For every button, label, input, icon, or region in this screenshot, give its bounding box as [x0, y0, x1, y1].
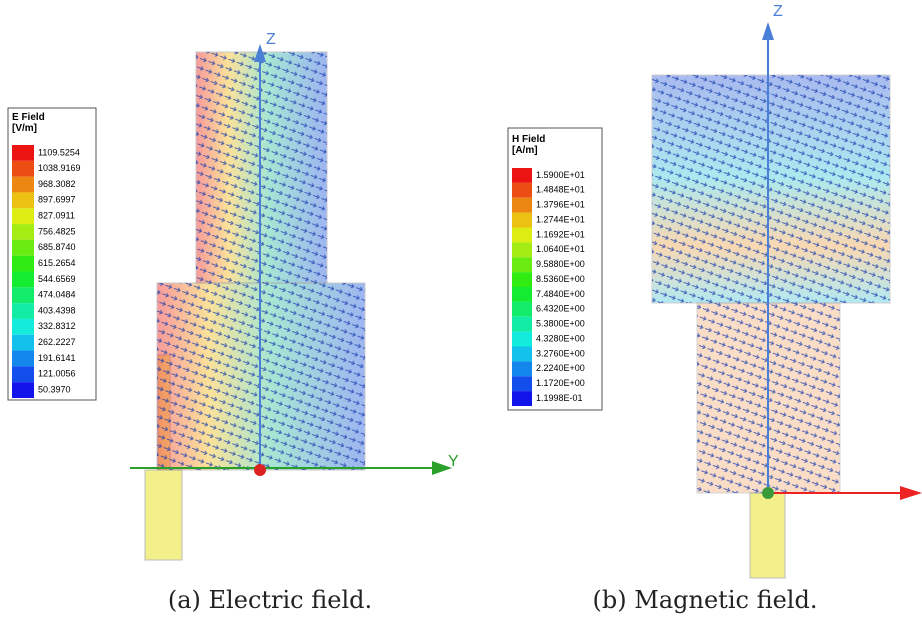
legend-value: 6.4320E+00 — [536, 304, 585, 314]
legend-value: 3.2760E+00 — [536, 348, 585, 358]
legend-value: 332.8312 — [38, 321, 76, 331]
legend-swatch — [12, 192, 34, 209]
legend-value: 544.6569 — [38, 274, 76, 284]
legend-value: 968.3082 — [38, 179, 76, 189]
panel-a-field — [130, 44, 452, 561]
legend-title: E Field — [12, 112, 45, 123]
legend-value: 8.5360E+00 — [536, 274, 585, 284]
legend-swatch — [12, 224, 34, 240]
legend-value: 1.1692E+01 — [536, 229, 585, 239]
legend-value: 1.1998E-01 — [536, 393, 583, 403]
legend-value: 756.4825 — [38, 226, 76, 236]
legend-value: 1.0640E+01 — [536, 244, 585, 254]
axis-label: Y — [448, 453, 459, 470]
legend-swatch — [512, 197, 532, 213]
legend-swatch — [512, 301, 532, 317]
legend-title: H Field — [512, 134, 545, 145]
legend-value: 121.0056 — [38, 369, 76, 379]
legend-value: 7.4840E+00 — [536, 289, 585, 299]
legend-swatch — [12, 255, 34, 272]
legend-swatch — [512, 257, 532, 273]
axis-label: Z — [266, 31, 276, 48]
legend-unit: [V/m] — [12, 123, 37, 134]
legend-value: 403.4398 — [38, 305, 76, 315]
caption: (b) Magnetic field. — [593, 586, 818, 614]
legend-value: 1038.9169 — [38, 163, 81, 173]
legend-swatch — [12, 287, 34, 304]
legend-value: 1109.5254 — [38, 147, 80, 157]
axis-label: Z — [773, 3, 783, 20]
legend-value: 4.3280E+00 — [536, 333, 585, 343]
legend-swatch — [12, 334, 34, 351]
legend-swatch — [512, 168, 532, 183]
legend-value: 615.2654 — [38, 258, 76, 268]
legend-swatch — [512, 227, 532, 243]
legend-swatch — [512, 391, 532, 406]
legend-swatch — [512, 212, 532, 228]
legend-value: 5.3800E+00 — [536, 319, 585, 329]
legend-swatch — [12, 350, 34, 367]
legend-value: 9.5880E+00 — [536, 259, 585, 269]
legend-swatch — [12, 239, 34, 256]
legend-swatch — [512, 376, 532, 392]
legend-swatch — [512, 272, 532, 287]
legend-value: 1.4848E+01 — [536, 185, 585, 195]
legend-value: 897.6997 — [38, 195, 76, 205]
legend-swatch — [512, 242, 532, 258]
legend-swatch — [12, 160, 34, 177]
legend-value: 474.0484 — [38, 290, 76, 300]
legend-value: 2.2240E+00 — [536, 363, 585, 373]
legend-swatch — [12, 382, 34, 398]
legend-value: 50.3970 — [38, 384, 71, 394]
legend-value: 1.1720E+00 — [536, 378, 585, 388]
legend-swatch — [512, 346, 532, 362]
legend-swatch — [512, 287, 532, 302]
legend-value: 262.2227 — [38, 337, 76, 347]
legend-value: 827.0911 — [38, 211, 75, 221]
legend-unit: [A/m] — [512, 145, 538, 156]
legend-swatch — [12, 318, 34, 335]
legend-swatch — [12, 145, 34, 161]
legend-swatch — [12, 176, 34, 193]
legend-swatch — [12, 366, 34, 383]
legend-swatch — [12, 208, 34, 225]
legend-swatch — [12, 303, 34, 319]
legend-swatch — [512, 316, 532, 332]
legend-swatch — [512, 361, 532, 377]
legend-swatch — [12, 271, 34, 288]
legend-value: 1.5900E+01 — [536, 170, 585, 180]
legend-swatch — [512, 182, 532, 198]
legend-value: 685.8740 — [38, 242, 76, 252]
legend-value: 1.3796E+01 — [536, 200, 585, 210]
panel-b-field — [651, 22, 922, 579]
legend-value: 191.6141 — [38, 353, 76, 363]
caption: (a) Electric field. — [168, 586, 372, 614]
legend-value: 1.2744E+01 — [536, 214, 585, 224]
legend-swatch — [512, 331, 532, 347]
